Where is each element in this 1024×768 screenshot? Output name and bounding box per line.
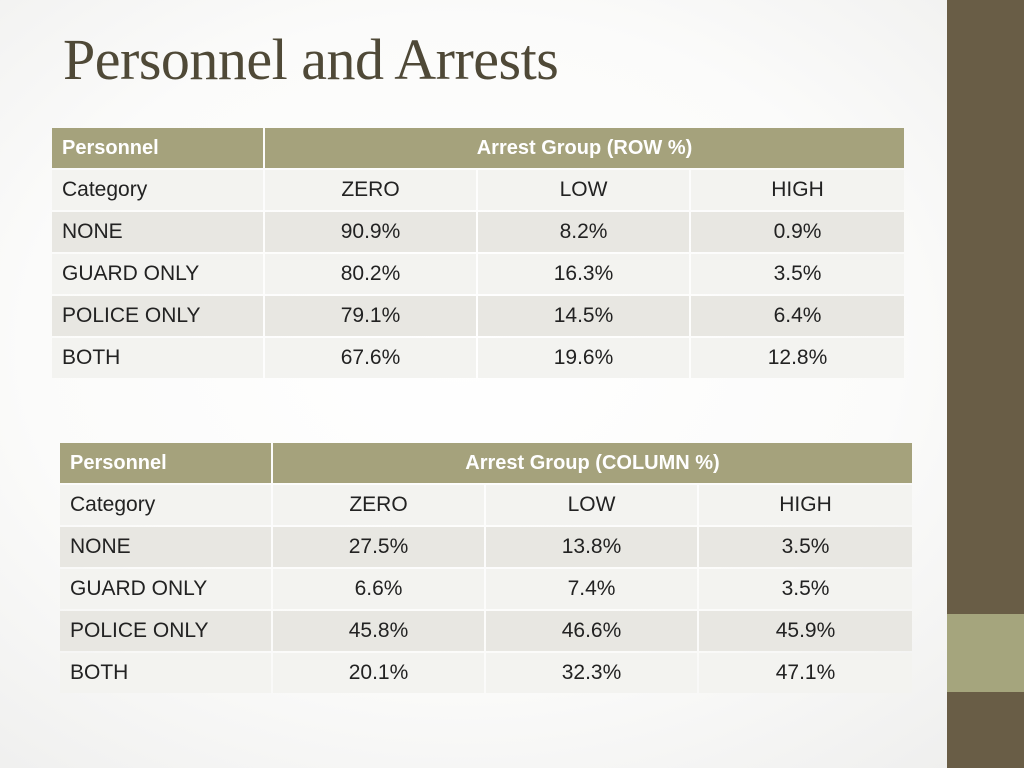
table-cell: 79.1% [265,296,476,336]
table-cell: 0.9% [691,212,904,252]
table-cell: 3.5% [699,527,912,567]
table-cell: 45.8% [273,611,484,651]
row-label: POLICE ONLY [52,296,263,336]
column-header-low: LOW [486,485,697,525]
table-cell: 7.4% [486,569,697,609]
table-cell: 13.8% [486,527,697,567]
row-label: BOTH [52,338,263,378]
column-header-zero: ZERO [265,170,476,210]
header-arrest-group: Arrest Group (ROW %) [265,128,904,168]
row-label: BOTH [60,653,271,693]
row-percent-table: Personnel Arrest Group (ROW %) Category Z… [52,128,904,378]
sidebar-accent-block [947,614,1024,692]
table-cell: 67.6% [265,338,476,378]
table-cell: 19.6% [478,338,689,378]
table-cell: 6.4% [691,296,904,336]
header-personnel: Personnel [52,128,263,168]
table-cell: 46.6% [486,611,697,651]
table-cell: 45.9% [699,611,912,651]
column-percent-table: Personnel Arrest Group (COLUMN %) Catego… [60,443,912,693]
row-label: GUARD ONLY [52,254,263,294]
table-cell: 27.5% [273,527,484,567]
table-cell: 12.8% [691,338,904,378]
column-header-high: HIGH [691,170,904,210]
row-label: NONE [60,527,271,567]
column-header-category: Category [60,485,271,525]
table-cell: 47.1% [699,653,912,693]
table-cell: 3.5% [699,569,912,609]
table-cell: 14.5% [478,296,689,336]
table-cell: 20.1% [273,653,484,693]
row-label: POLICE ONLY [60,611,271,651]
row-label: NONE [52,212,263,252]
table-cell: 3.5% [691,254,904,294]
row-label: GUARD ONLY [60,569,271,609]
column-header-low: LOW [478,170,689,210]
table-cell: 90.9% [265,212,476,252]
header-personnel: Personnel [60,443,271,483]
column-header-high: HIGH [699,485,912,525]
table-cell: 8.2% [478,212,689,252]
slide-title: Personnel and Arrests [63,27,559,92]
column-header-zero: ZERO [273,485,484,525]
table-cell: 80.2% [265,254,476,294]
table-cell: 6.6% [273,569,484,609]
header-arrest-group: Arrest Group (COLUMN %) [273,443,912,483]
table-cell: 32.3% [486,653,697,693]
table-cell: 16.3% [478,254,689,294]
column-header-category: Category [52,170,263,210]
